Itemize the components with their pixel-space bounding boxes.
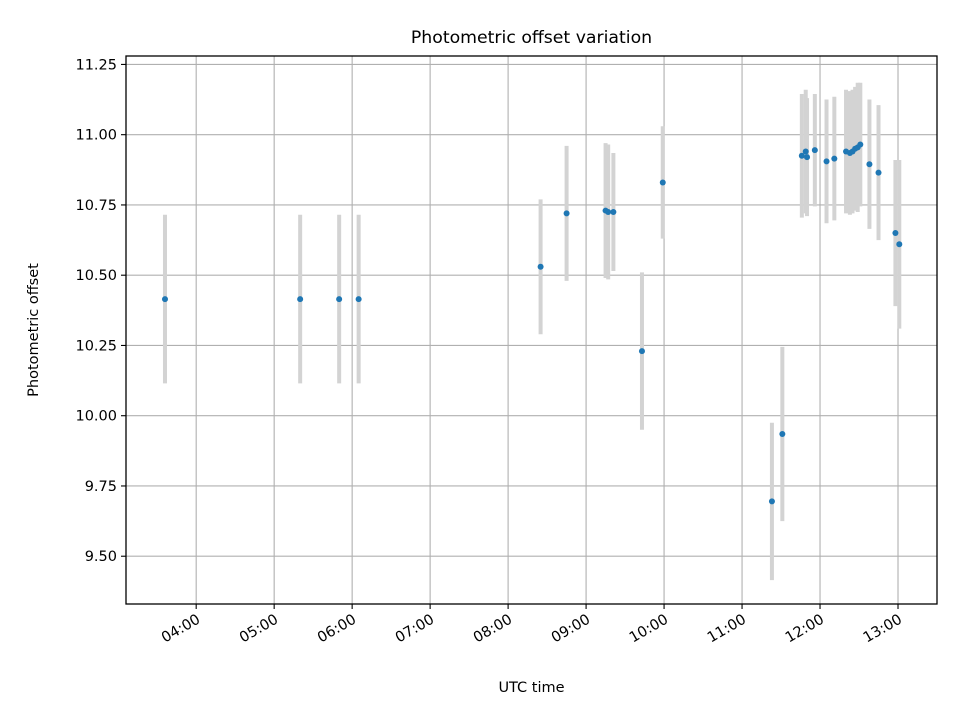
data-point (831, 155, 838, 162)
data-point (866, 161, 873, 168)
y-tick-label: 10.00 (75, 409, 117, 425)
y-tick-label: 11.25 (75, 57, 117, 73)
y-tick-label: 10.50 (75, 268, 117, 284)
data-point (823, 158, 830, 165)
data-point (355, 296, 362, 303)
data-point (610, 208, 617, 215)
data-point (857, 141, 864, 148)
x-tick-label: 08:00 (471, 612, 515, 647)
x-tick-label: 11:00 (705, 612, 749, 647)
x-tick-label: 09:00 (549, 612, 593, 647)
data-point (896, 241, 903, 248)
data-point (605, 208, 612, 215)
x-tick-label: 07:00 (393, 612, 437, 647)
data-point (798, 152, 805, 159)
x-tick-label: 13:00 (861, 612, 905, 647)
data-points (161, 141, 903, 505)
y-tick-label: 10.25 (75, 338, 117, 354)
data-point (537, 263, 544, 270)
y-tick-label: 9.75 (85, 479, 117, 495)
y-axis-label: Photometric offset (26, 263, 42, 397)
x-tick-label: 12:00 (783, 612, 827, 647)
data-point (811, 147, 818, 154)
data-point (161, 296, 168, 303)
x-tick-label: 06:00 (315, 612, 359, 647)
y-tick-label: 10.75 (75, 198, 117, 214)
x-axis-label: UTC time (498, 680, 564, 696)
grid-lines (126, 56, 937, 604)
y-tick-label: 9.50 (85, 549, 117, 565)
data-point (297, 296, 304, 303)
y-tick-label: 11.00 (75, 128, 117, 144)
data-point (804, 154, 811, 161)
data-point (768, 498, 775, 505)
chart-title: Photometric offset variation (411, 28, 652, 48)
data-point (875, 169, 882, 176)
data-point (659, 179, 666, 186)
error-bars (162, 82, 902, 581)
x-tick-label: 04:00 (159, 612, 203, 647)
x-tick-label: 05:00 (237, 612, 281, 647)
data-point (802, 148, 809, 155)
data-point (563, 210, 570, 217)
x-tick-label: 10:00 (627, 612, 671, 647)
plot-frame (125, 55, 938, 605)
data-point (892, 230, 899, 237)
data-point (779, 430, 786, 437)
data-point (638, 348, 645, 355)
data-point (336, 296, 343, 303)
